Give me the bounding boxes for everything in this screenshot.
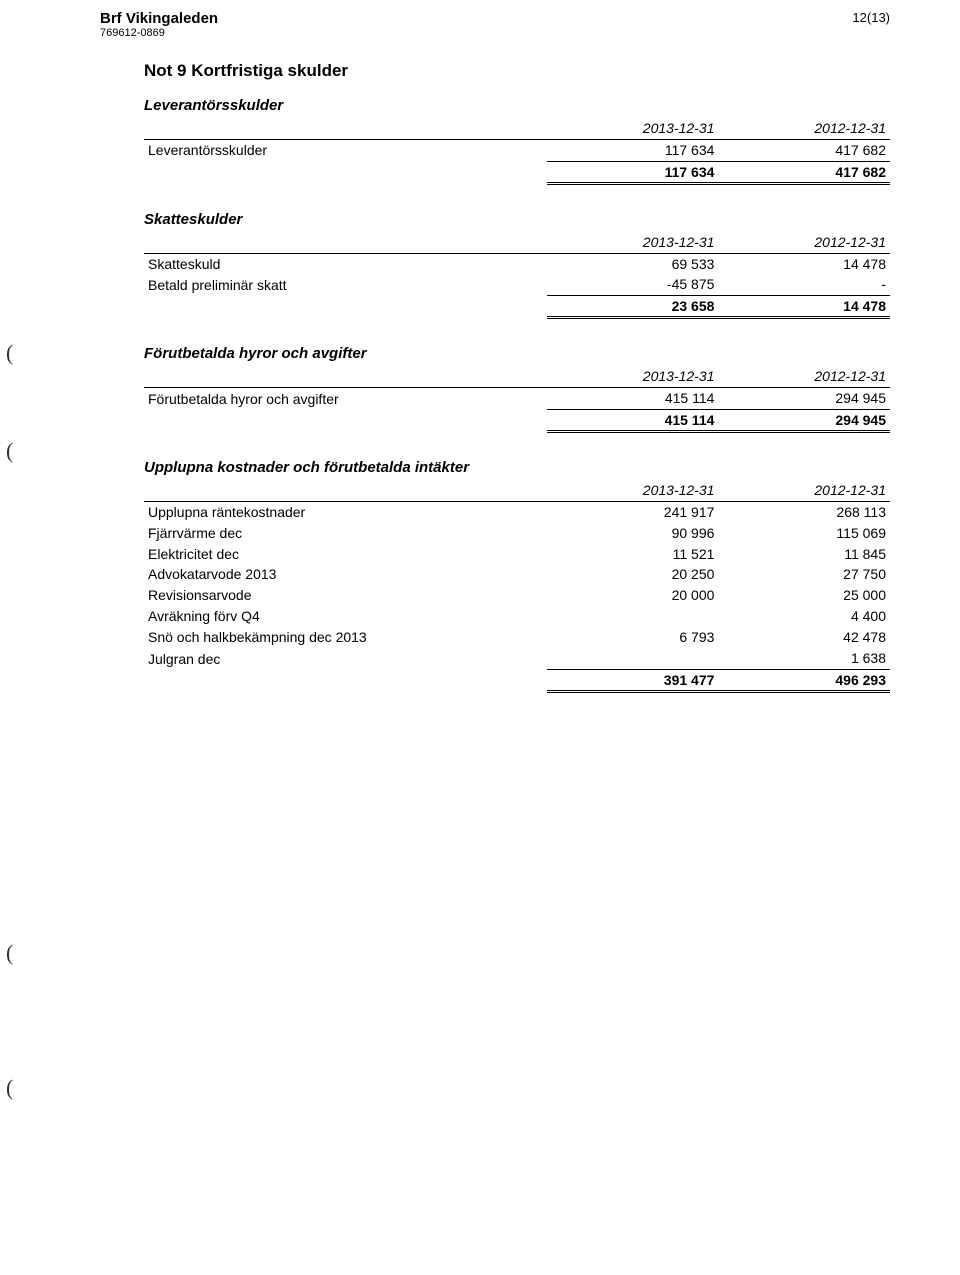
total-value: 14 478 [718,296,890,317]
row-value [547,606,719,627]
row-value: 42 478 [718,627,890,648]
row-label: Leverantörsskulder [144,139,547,161]
row-value: 117 634 [547,139,719,161]
col-spacer [144,232,547,253]
org-id: 769612-0869 [100,27,218,39]
punch-mark: ( [6,340,13,366]
col-header: 2013-12-31 [547,118,719,139]
financial-section: Förutbetalda hyror och avgifter2013-12-3… [144,345,890,431]
total-value: 117 634 [547,161,719,182]
org-name: Brf Vikingaleden [100,10,218,27]
row-value: 415 114 [547,388,719,410]
total-spacer [144,410,547,431]
row-value: 20 250 [547,564,719,585]
total-spacer [144,669,547,690]
table-row: Julgran dec 1 638 [144,648,890,669]
row-label: Upplupna räntekostnader [144,501,547,522]
table-row: Revisionsarvode20 00025 000 [144,585,890,606]
table-row: Förutbetalda hyror och avgifter415 11429… [144,388,890,410]
row-value: 294 945 [718,388,890,410]
table-row: Betald preliminär skatt-45 875- [144,274,890,295]
table-row: Leverantörsskulder117 634417 682 [144,139,890,161]
total-row: 23 65814 478 [144,296,890,317]
financial-section: Upplupna kostnader och förutbetalda intä… [144,459,890,691]
total-spacer [144,296,547,317]
row-value: 20 000 [547,585,719,606]
row-label: Revisionsarvode [144,585,547,606]
col-header: 2012-12-31 [718,118,890,139]
row-value: 14 478 [718,253,890,274]
row-label: Advokatarvode 2013 [144,564,547,585]
row-value: 90 996 [547,523,719,544]
row-label: Snö och halkbekämpning dec 2013 [144,627,547,648]
row-value: 25 000 [718,585,890,606]
row-label: Betald preliminär skatt [144,274,547,295]
row-label: Avräkning förv Q4 [144,606,547,627]
row-value: 115 069 [718,523,890,544]
table-row: Advokatarvode 201320 25027 750 [144,564,890,585]
financial-table: 2013-12-312012-12-31Leverantörsskulder11… [144,118,890,183]
row-value: 6 793 [547,627,719,648]
total-row: 391 477496 293 [144,669,890,690]
table-row: Snö och halkbekämpning dec 20136 79342 4… [144,627,890,648]
row-value: 27 750 [718,564,890,585]
total-value: 294 945 [718,410,890,431]
total-value: 417 682 [718,161,890,182]
page-header: Brf Vikingaleden 769612-0869 12(13) [100,10,890,39]
col-header: 2013-12-31 [547,366,719,387]
col-header: 2013-12-31 [547,480,719,501]
punch-mark: ( [6,438,13,464]
note-content: Not 9 Kortfristiga skulder Leverantörssk… [100,61,890,691]
total-value: 415 114 [547,410,719,431]
section-title: Upplupna kostnader och förutbetalda intä… [144,459,890,476]
page-number: 12(13) [852,10,890,25]
row-label: Elektricitet dec [144,544,547,565]
note-title: Not 9 Kortfristiga skulder [144,61,890,81]
row-value: 4 400 [718,606,890,627]
total-row: 415 114294 945 [144,410,890,431]
row-value: 417 682 [718,139,890,161]
col-header: 2012-12-31 [718,480,890,501]
col-header: 2012-12-31 [718,232,890,253]
total-row: 117 634417 682 [144,161,890,182]
section-title: Leverantörsskulder [144,97,890,114]
row-label: Förutbetalda hyror och avgifter [144,388,547,410]
table-row: Fjärrvärme dec90 996115 069 [144,523,890,544]
row-value: 69 533 [547,253,719,274]
row-value [547,648,719,669]
col-spacer [144,366,547,387]
total-value: 391 477 [547,669,719,690]
row-value: 268 113 [718,501,890,522]
row-value: 1 638 [718,648,890,669]
row-value: 11 845 [718,544,890,565]
row-label: Julgran dec [144,648,547,669]
row-value: 11 521 [547,544,719,565]
total-value: 23 658 [547,296,719,317]
table-row: Elektricitet dec11 52111 845 [144,544,890,565]
col-header: 2013-12-31 [547,232,719,253]
row-label: Fjärrvärme dec [144,523,547,544]
punch-mark: ( [6,1075,13,1101]
row-value: - [718,274,890,295]
total-spacer [144,161,547,182]
col-spacer [144,118,547,139]
table-row: Skatteskuld69 53314 478 [144,253,890,274]
punch-mark: ( [6,940,13,966]
row-value: -45 875 [547,274,719,295]
table-row: Upplupna räntekostnader241 917268 113 [144,501,890,522]
financial-table: 2013-12-312012-12-31Förutbetalda hyror o… [144,366,890,431]
financial-section: Leverantörsskulder2013-12-312012-12-31Le… [144,97,890,183]
row-value: 241 917 [547,501,719,522]
section-title: Förutbetalda hyror och avgifter [144,345,890,362]
table-row: Avräkning förv Q4 4 400 [144,606,890,627]
row-label: Skatteskuld [144,253,547,274]
financial-table: 2013-12-312012-12-31Skatteskuld69 53314 … [144,232,890,318]
section-title: Skatteskulder [144,211,890,228]
col-spacer [144,480,547,501]
col-header: 2012-12-31 [718,366,890,387]
financial-section: Skatteskulder2013-12-312012-12-31Skattes… [144,211,890,318]
total-value: 496 293 [718,669,890,690]
financial-table: 2013-12-312012-12-31Upplupna räntekostna… [144,480,890,691]
